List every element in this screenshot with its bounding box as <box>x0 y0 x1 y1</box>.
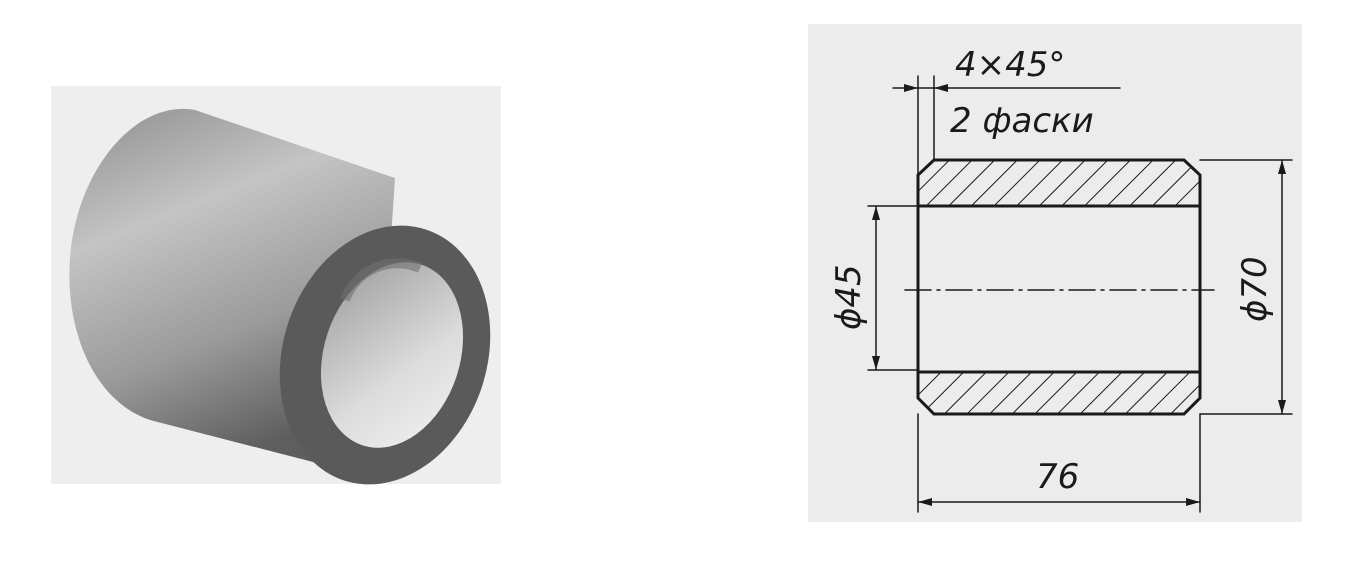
isometric-view <box>51 86 501 485</box>
bushing-bore <box>320 262 464 448</box>
inner-dia-arrow-bottom <box>872 356 880 370</box>
length-label: 76 <box>1036 457 1079 497</box>
bottom-wall-section <box>916 370 1202 416</box>
outer-diameter-label: ϕ70 <box>1235 256 1275 322</box>
inner-dia-arrow-top <box>872 206 880 220</box>
chamfer-arrow-right <box>934 84 948 92</box>
bore-inner-shadow <box>340 258 422 302</box>
outer-dia-arrow-top <box>1278 160 1286 174</box>
length-arrow-right <box>1186 498 1200 506</box>
drawing-paper-background <box>808 24 1302 522</box>
chamfer-note-label: 2 фаски <box>950 101 1094 141</box>
technical-drawing: 4×45° 2 фаски ϕ45 ϕ70 76 <box>808 24 1302 522</box>
outer-dia-arrow-bottom <box>1278 400 1286 414</box>
top-wall-section <box>916 158 1202 208</box>
length-arrow-left <box>918 498 932 506</box>
chamfer-spec-label: 4×45° <box>955 45 1065 85</box>
inner-diameter-label: ϕ45 <box>829 264 869 330</box>
chamfer-arrow-left <box>904 84 918 92</box>
